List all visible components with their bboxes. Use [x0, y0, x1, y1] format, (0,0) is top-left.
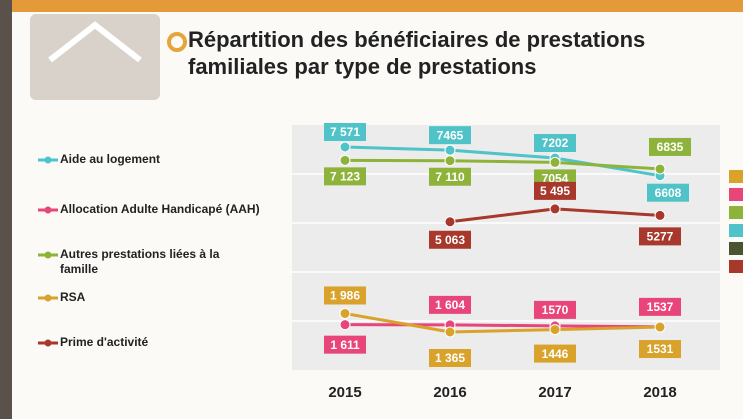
value-label: 6835 — [657, 140, 684, 154]
value-label: 1 611 — [330, 338, 360, 352]
value-label: 1 365 — [435, 351, 465, 365]
side-swatches — [729, 170, 743, 273]
swatch — [729, 206, 743, 219]
value-label: 1446 — [542, 347, 569, 361]
swatch — [729, 260, 743, 273]
legend-label: Prime d'activité — [60, 335, 149, 349]
x-tick-label: 2015 — [328, 384, 361, 401]
top-bar — [0, 0, 743, 12]
legend-label: Aide au logement — [60, 152, 160, 166]
point — [340, 320, 350, 330]
value-label: 7 123 — [330, 170, 360, 184]
value-label: 7202 — [542, 136, 569, 150]
swatch — [729, 224, 743, 237]
legend-marker — [45, 157, 52, 164]
point — [655, 210, 665, 220]
value-label: 5 495 — [540, 184, 570, 198]
legend-label: Allocation Adulte Handicapé (AAH) — [60, 202, 260, 216]
legend-marker — [45, 252, 52, 259]
slide: 2015 2016 2017 2018 7 571 7465 7202 6608 Aide au… — [0, 0, 743, 419]
legend-label: RSA — [60, 290, 86, 304]
legend-marker — [45, 295, 52, 302]
value-label: 5 063 — [435, 233, 465, 247]
point — [550, 157, 560, 167]
point — [445, 145, 455, 155]
legend-label-line: Allocation Adulte Handicapé (AAH) — [60, 202, 260, 216]
side-bar — [0, 0, 12, 419]
point — [655, 164, 665, 174]
legend-marker — [45, 340, 52, 347]
value-label: 7 110 — [435, 170, 465, 184]
point — [550, 204, 560, 214]
point — [340, 155, 350, 165]
point — [655, 322, 665, 332]
value-label: 5277 — [647, 230, 674, 244]
value-label: 7 571 — [330, 125, 360, 139]
value-label: 1 986 — [330, 289, 360, 303]
x-tick-label: 2016 — [433, 384, 466, 401]
legend-marker — [45, 207, 52, 214]
value-label: 6608 — [655, 186, 682, 200]
point — [340, 142, 350, 152]
value-label: 7465 — [437, 128, 464, 142]
point — [550, 325, 560, 335]
title-bullet — [169, 34, 185, 50]
value-label: 1537 — [647, 300, 674, 314]
swatch — [729, 170, 743, 183]
point — [445, 156, 455, 166]
point — [445, 327, 455, 337]
value-label: 1531 — [647, 342, 674, 356]
x-tick-label: 2017 — [538, 384, 571, 401]
chart-title: Répartition des bénéficiaires de prestat… — [188, 26, 733, 80]
value-label: 1570 — [542, 303, 569, 317]
swatch — [729, 188, 743, 201]
swatch — [729, 242, 743, 255]
legend-label-line: famille — [60, 262, 98, 276]
value-label: 1 604 — [435, 298, 465, 312]
point — [340, 308, 350, 318]
legend-label-line: Autres prestations liées à la — [60, 247, 220, 261]
x-tick-label: 2018 — [643, 384, 676, 401]
point — [445, 217, 455, 227]
